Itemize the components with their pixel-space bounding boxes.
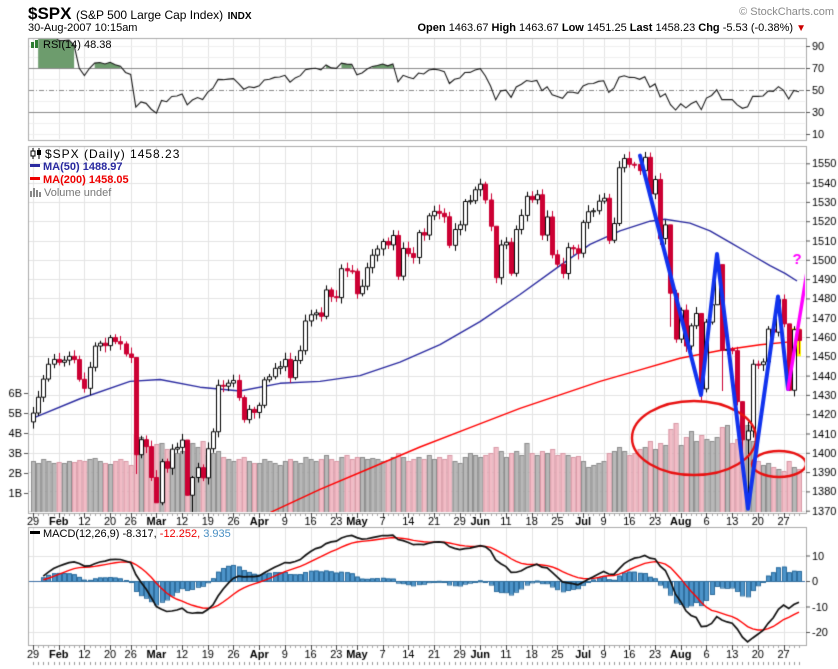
last-value: 1458.23	[655, 22, 696, 34]
ticker-symbol: $SPX	[28, 4, 72, 23]
chg-label: Chg	[698, 22, 720, 34]
main-legend-ma200-row: MA(200) 1458.05	[30, 174, 180, 187]
chart-title: $SPX (S&P 500 Large Cap Index) INDX	[28, 4, 834, 23]
main-legend-volume-row: Volume undef	[30, 187, 180, 200]
last-label: Last	[629, 22, 653, 34]
rsi-indicator-icon	[30, 39, 40, 52]
ma200-line-icon	[30, 177, 40, 180]
macd-legend-label: MACD(12,26,9) -8.317,	[43, 528, 157, 540]
change-down-icon: ▼	[796, 23, 806, 34]
ticker-name: (S&P 500 Large Cap Index)	[75, 8, 224, 22]
main-legend: $SPX (Daily) 1458.23 MA(50) 1488.97 MA(2…	[30, 148, 180, 200]
open-label: Open	[417, 22, 446, 34]
macd-legend-signal: -12.252,	[159, 528, 201, 540]
volume-bars-icon	[30, 187, 41, 201]
macd-line-icon	[30, 531, 40, 534]
rsi-legend-label: RSI(14) 48.38	[43, 39, 112, 51]
main-legend-ma50-row: MA(50) 1488.97	[30, 161, 180, 174]
quote-bar: Open 1463.67 High 1463.67 Low 1451.25 La…	[418, 22, 807, 34]
stockcharts-credit: © StockCharts.com	[739, 6, 834, 18]
high-label: High	[491, 22, 516, 34]
macd-legend-hist: 3.935	[203, 528, 231, 540]
macd-legend: MACD(12,26,9) -8.317, -12.252, 3.935	[30, 528, 231, 540]
ma50-line-icon	[30, 164, 40, 167]
chart-datetime: 30-Aug-2007 10:15am	[28, 22, 138, 34]
high-value: 1463.67	[519, 22, 559, 34]
low-value: 1451.25	[586, 22, 627, 34]
low-label: Low	[561, 22, 584, 34]
main-legend-symbol-row: $SPX (Daily) 1458.23	[30, 148, 180, 161]
open-value: 1463.67	[448, 22, 489, 34]
chg-value: -5.53 (-0.38%)	[722, 22, 794, 34]
candlestick-icon	[30, 148, 42, 162]
ticker-exchange: INDX	[227, 11, 252, 22]
rsi-legend: RSI(14) 48.38	[30, 39, 111, 52]
